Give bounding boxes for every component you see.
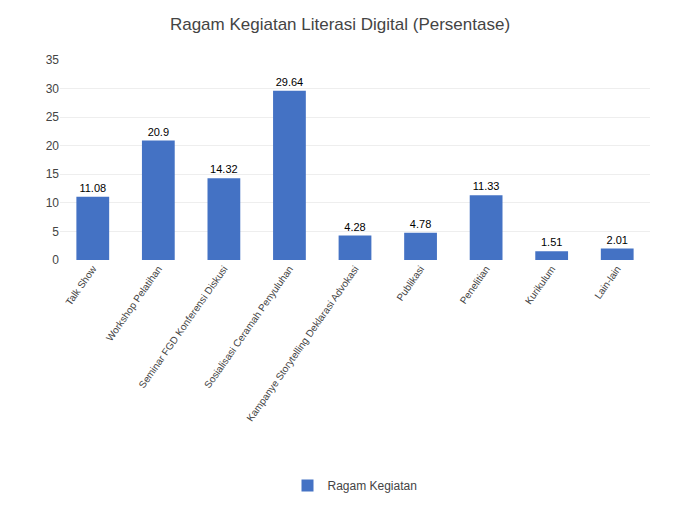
svg-text:Publikasi: Publikasi (394, 264, 426, 303)
svg-text:10: 10 (46, 196, 60, 210)
svg-text:1.51: 1.51 (541, 236, 562, 248)
svg-text:Seminar FGD Konferensi Diskusi: Seminar FGD Konferensi Diskusi (136, 264, 229, 390)
svg-text:20.9: 20.9 (148, 126, 169, 138)
svg-text:Ragam Kegiatan Literasi Digita: Ragam Kegiatan Literasi Digital (Persent… (170, 15, 510, 34)
svg-text:Kurikulum: Kurikulum (523, 264, 558, 307)
svg-text:20: 20 (46, 139, 60, 153)
svg-text:11.08: 11.08 (79, 182, 106, 194)
svg-text:Kampanye Storytelling Deklaras: Kampanye Storytelling Deklarasi Advokasi (244, 264, 360, 424)
svg-text:Sosialisasi Ceramah Penyuluhan: Sosialisasi Ceramah Penyuluhan (202, 264, 295, 391)
svg-text:Penelitian: Penelitian (458, 264, 492, 306)
svg-text:4.28: 4.28 (344, 221, 365, 233)
svg-text:Lain-lain: Lain-lain (592, 264, 623, 301)
svg-text:14.32: 14.32 (210, 163, 238, 175)
svg-text:29.64: 29.64 (276, 76, 304, 88)
svg-text:5: 5 (52, 225, 59, 239)
svg-text:2.01: 2.01 (607, 234, 628, 246)
svg-text:11.33: 11.33 (473, 180, 500, 192)
svg-text:35: 35 (46, 53, 60, 67)
svg-text:15: 15 (46, 167, 60, 181)
svg-text:0: 0 (52, 253, 59, 267)
svg-text:30: 30 (46, 82, 60, 96)
svg-text:Workshop Pelatihan: Workshop Pelatihan (104, 264, 164, 343)
svg-text:25: 25 (46, 110, 60, 124)
svg-text:Ragam Kegiatan: Ragam Kegiatan (328, 479, 417, 493)
svg-text:4.78: 4.78 (410, 218, 431, 230)
svg-text:Talk Show: Talk Show (63, 263, 99, 307)
